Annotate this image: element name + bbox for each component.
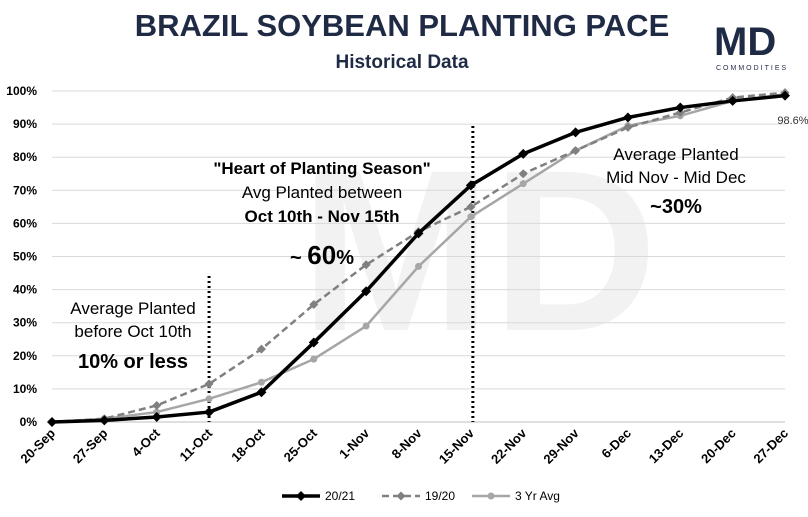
gridlines <box>52 90 785 423</box>
heart-value-num: 60 <box>307 240 336 270</box>
x-tick-label: 27-Dec <box>750 426 791 467</box>
y-tick-label: 50% <box>13 250 37 264</box>
data-point <box>413 228 424 239</box>
data-point <box>518 169 528 179</box>
x-tick-label: 29-Nov <box>540 425 582 467</box>
legend-label: 19/20 <box>425 489 455 503</box>
data-point <box>204 379 214 389</box>
x-tick-label: 20-Sep <box>17 425 58 466</box>
logo-letters: MD <box>714 20 776 64</box>
y-tick-label: 100% <box>6 84 37 98</box>
data-point <box>204 407 215 418</box>
x-tick-label: 4-Oct <box>129 425 164 460</box>
annotation-late: Average Planted Mid Nov - Mid Dec ~30% <box>606 145 746 218</box>
data-point <box>309 299 319 309</box>
data-point <box>466 202 476 212</box>
data-point <box>727 95 738 106</box>
y-tick-label: 70% <box>13 183 37 197</box>
x-tick-label: 13-Dec <box>646 426 687 467</box>
y-tick-label: 20% <box>13 349 37 363</box>
y-tick-label: 40% <box>13 283 37 297</box>
annotation-heart-line1: "Heart of Planting Season" <box>213 159 430 178</box>
data-point <box>308 337 319 348</box>
x-tick-label: 15-Nov <box>436 425 478 467</box>
data-point <box>361 260 371 270</box>
annotation-late-line2: Mid Nov - Mid Dec <box>606 168 746 187</box>
heart-value-prefix: ~ <box>290 247 307 269</box>
x-tick-label: 6-Dec <box>598 426 634 462</box>
x-tick-label: 27-Sep <box>70 425 111 466</box>
data-point <box>415 262 422 270</box>
data-point <box>518 148 529 159</box>
annotation-heart-line2: Avg Planted between <box>242 183 402 202</box>
data-point <box>467 213 475 221</box>
data-point <box>152 400 162 410</box>
annotation-early-line2: before Oct 10th <box>74 322 191 341</box>
legend-label: 3 Yr Avg <box>515 489 560 503</box>
x-axis-ticks: 20-Sep 27-Sep 4-Oct 11-Oct 18-Oct 25-Oct 1-Nov… <box>17 425 791 467</box>
annotation-early-value: 10% or less <box>78 351 188 373</box>
final-data-label: 98.6% <box>777 115 808 127</box>
data-point <box>205 395 213 403</box>
y-tick-label: 0% <box>20 415 38 429</box>
data-point <box>465 180 476 191</box>
chart-title: BRAZIL SOYBEAN PLANTING PACE <box>135 8 670 43</box>
y-axis-ticks: 0% 10% 20% 30% 40% 50% 60% 70% 80% 90% 100% <box>6 84 37 429</box>
annotation-late-line1: Average Planted <box>613 145 738 164</box>
legend-marker <box>296 491 306 501</box>
data-point <box>623 122 633 132</box>
data-point <box>310 355 318 363</box>
data-point <box>151 412 162 423</box>
y-tick-label: 80% <box>13 150 37 164</box>
x-tick-label: 8-Nov <box>388 425 425 462</box>
y-tick-label: 90% <box>13 117 37 131</box>
annotation-heart-value: ~ 60% <box>290 240 354 270</box>
data-point <box>99 415 110 426</box>
x-tick-label: 11-Oct <box>176 425 215 464</box>
data-point <box>47 417 57 427</box>
legend-marker <box>396 491 406 501</box>
legend-label: 20/21 <box>325 489 355 503</box>
y-tick-label: 30% <box>13 316 37 330</box>
md-logo: MD COMMODITIES <box>714 20 788 72</box>
data-point <box>257 378 265 386</box>
legend-marker <box>487 492 495 500</box>
x-tick-label: 25-Oct <box>281 425 321 465</box>
y-tick-label: 10% <box>13 382 37 396</box>
logo-tagline: COMMODITIES <box>716 65 788 72</box>
annotation-late-value: ~30% <box>650 196 702 218</box>
data-point <box>361 286 372 297</box>
data-point <box>780 90 790 101</box>
annotation-heart-line3: Oct 10th - Nov 15th <box>245 207 400 226</box>
y-tick-label: 60% <box>13 216 37 230</box>
x-tick-label: 20-Dec <box>698 426 739 467</box>
data-point <box>675 102 686 113</box>
series-lines <box>47 88 790 427</box>
data-point <box>362 322 370 330</box>
watermark-logo: MD <box>300 122 658 379</box>
data-point <box>519 180 527 188</box>
x-tick-label: 22-Nov <box>488 425 530 467</box>
data-point <box>622 112 633 123</box>
data-point <box>256 344 266 354</box>
annotation-heart: "Heart of Planting Season" Avg Planted b… <box>213 159 430 270</box>
x-tick-label: 1-Nov <box>336 425 373 462</box>
chart-subtitle: Historical Data <box>335 52 468 73</box>
x-tick-label: 18-Oct <box>228 425 268 465</box>
data-point <box>571 146 581 156</box>
annotation-early-line1: Average Planted <box>70 299 195 318</box>
data-point <box>570 127 581 138</box>
legend: 20/21 19/20 3 Yr Avg <box>282 489 560 503</box>
annotation-early: Average Planted before Oct 10th 10% or l… <box>70 299 195 373</box>
data-point <box>256 387 267 398</box>
heart-value-pct: % <box>336 247 354 269</box>
